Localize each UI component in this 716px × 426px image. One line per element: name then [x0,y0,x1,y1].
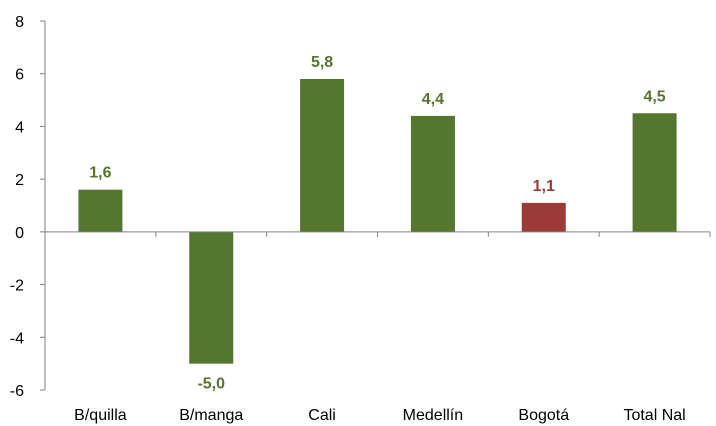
y-tick-label: 2 [15,172,24,189]
data-label-0: 1,6 [89,165,111,182]
bar-2 [300,78,345,232]
bar-0 [78,189,123,232]
category-label-1: B/manga [179,407,243,424]
category-label-4: Bogotá [518,407,569,424]
y-axis: -6 -4 -2 0 2 4 6 8 [10,14,46,400]
x-axis: B/quilla B/manga Cali Medellín Bogotá Total N… [44,231,711,424]
data-label-2: 5,8 [311,54,333,71]
category-label-3: Medellín [403,407,463,424]
data-labels: 1,6 -5,0 5,8 4,4 1,1 4,5 [89,54,666,393]
bar-5 [632,113,677,232]
y-tick-label: -2 [10,278,24,295]
data-label-4: 1,1 [533,178,555,195]
data-label-5: 4,5 [643,88,665,105]
category-label-2: Cali [308,407,336,424]
bars [78,78,677,364]
bar-3 [410,115,455,232]
category-label-0: B/quilla [74,407,127,424]
y-tick-label: -6 [10,383,24,400]
bar-1 [189,231,234,364]
y-tick-label: -4 [10,330,24,347]
y-tick-label: 6 [15,67,24,84]
y-tick-label: 4 [15,119,24,136]
category-label-5: Total Nal [623,407,685,424]
bar-4 [521,202,566,232]
data-label-1: -5,0 [197,376,225,393]
y-tick-label: 8 [15,14,24,31]
data-label-3: 4,4 [422,91,444,108]
y-tick-label: 0 [15,225,24,242]
